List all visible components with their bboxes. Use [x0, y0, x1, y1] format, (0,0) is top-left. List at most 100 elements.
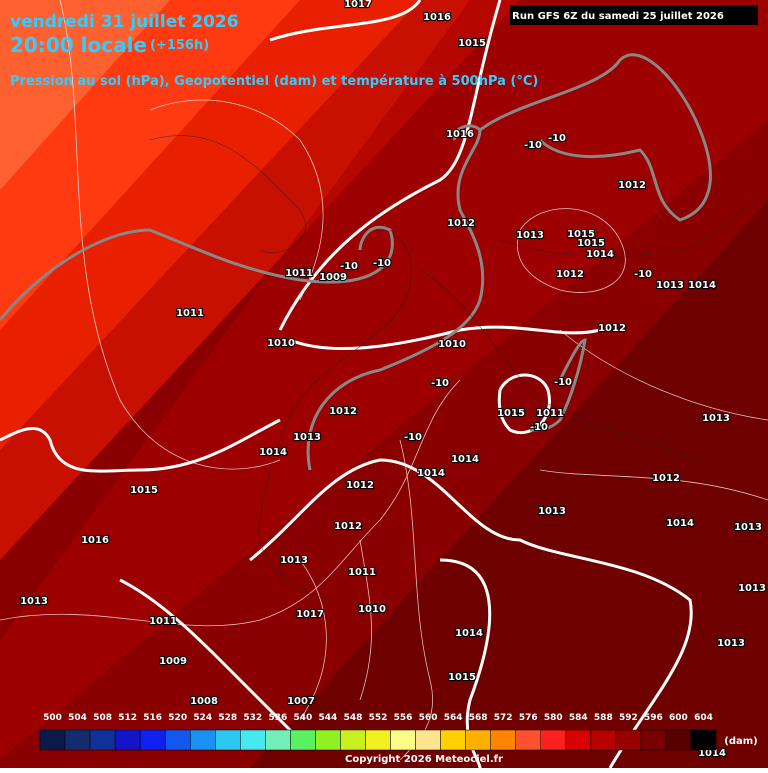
legend-swatch — [515, 729, 541, 751]
isobar-label: 1012 — [346, 480, 374, 491]
isobar-label: 1012 — [447, 218, 475, 229]
legend-swatch — [565, 729, 592, 751]
legend-swatch — [365, 729, 391, 751]
legend-swatch — [615, 729, 642, 751]
legend-label: 536 — [268, 713, 287, 723]
temp-band — [0, 0, 170, 190]
legend-label: 564 — [444, 713, 463, 723]
legend-label: 560 — [419, 713, 438, 723]
isobar-label: 1011 — [149, 616, 177, 627]
legend-label: 520 — [168, 713, 187, 723]
legend-label: 524 — [193, 713, 212, 723]
isobar-label: 1014 — [455, 628, 483, 639]
legend-label: 552 — [369, 713, 388, 723]
legend-swatch — [465, 729, 491, 751]
isobar-label: 1009 — [159, 656, 187, 667]
isobar-label: 1012 — [598, 323, 626, 334]
legend-swatch — [390, 729, 416, 751]
isobar-label: 1015 — [577, 238, 605, 249]
isobar-label: -10 — [404, 432, 422, 443]
isobar-label: 1014 — [451, 454, 479, 465]
legend-label: 504 — [68, 713, 87, 723]
legend-swatch — [290, 729, 316, 751]
isobar-label: 1015 — [130, 485, 158, 496]
legend-label: 540 — [293, 713, 312, 723]
legend-swatch — [265, 729, 291, 751]
legend-label: 500 — [43, 713, 62, 723]
legend-swatch — [139, 729, 166, 751]
isobar-label: 1013 — [516, 230, 544, 241]
run-info: Run GFS 6Z du samedi 25 juillet 2026 — [512, 11, 724, 22]
legend: 500 504 508 512 516 520 524 528 532 536 540 544 548 5… — [39, 713, 717, 751]
isobar-label: 1007 — [287, 696, 315, 707]
isobar-label: 1015 — [497, 408, 525, 419]
legend-swatch — [590, 729, 617, 751]
copyright: Copyright 2026 Meteociel.fr — [345, 754, 503, 765]
thick-isobars — [0, 0, 601, 769]
isobar-label: 1011 — [536, 408, 564, 419]
isobar-label: -10 — [554, 377, 572, 388]
legend-swatch — [690, 729, 717, 751]
isobar-label: 1013 — [280, 555, 308, 566]
isobar-label: 1011 — [285, 268, 313, 279]
legend-label: 596 — [644, 713, 663, 723]
legend-swatch — [415, 729, 441, 751]
isobar-label: 1012 — [618, 180, 646, 191]
isobar-label: 1010 — [438, 339, 466, 350]
legend-label: 556 — [394, 713, 413, 723]
isobar-label: 1013 — [20, 596, 48, 607]
isobar-label: 1017 — [296, 609, 324, 620]
isobar-label: 1014 — [666, 518, 694, 529]
isobar-label: 1011 — [348, 567, 376, 578]
legend-swatch — [315, 729, 341, 751]
legend-label: 544 — [319, 713, 338, 723]
isobar-label: 1008 — [190, 696, 218, 707]
isobar-label: 1016 — [81, 535, 109, 546]
isobar-label: 1013 — [738, 583, 766, 594]
subtitle: Pression au sol (hPa), Geopotentiel (dam… — [10, 74, 538, 89]
isobar-label: -10 — [634, 269, 652, 280]
legend-swatch — [189, 729, 216, 751]
isobar-label: -10 — [373, 258, 391, 269]
isobar-label: 1012 — [329, 406, 357, 417]
isobar-label: 1014 — [688, 280, 716, 291]
legend-unit: (dam) — [724, 736, 757, 747]
legend-label: 532 — [243, 713, 262, 723]
isobar-label: 1013 — [656, 280, 684, 291]
legend-swatch — [240, 729, 266, 751]
isobar-label: -10 — [548, 133, 566, 144]
isobar-label: 1014 — [417, 468, 445, 479]
legend-swatch — [640, 729, 667, 751]
temp-band — [250, 200, 768, 768]
isobar-label: 1013 — [293, 432, 321, 443]
isobar-label: -10 — [340, 261, 358, 272]
isobar-label: 1016 — [423, 12, 451, 23]
legend-swatch — [540, 729, 567, 751]
borders — [149, 135, 768, 601]
isobar-label: 1012 — [556, 269, 584, 280]
isobar-label: 1013 — [734, 522, 762, 533]
isobar-label: 1012 — [652, 473, 680, 484]
isobar-label: -10 — [524, 140, 542, 151]
isobar-label: 1014 — [586, 249, 614, 260]
isobar-label: 1015 — [458, 38, 486, 49]
legend-label: 600 — [669, 713, 688, 723]
legend-label: 588 — [594, 713, 613, 723]
legend-swatch — [665, 729, 692, 751]
isobar-label: 1010 — [358, 604, 386, 615]
legend-swatch — [114, 729, 141, 751]
legend-label: 508 — [93, 713, 112, 723]
isobar-label: 1013 — [702, 413, 730, 424]
isobar-label: 1010 — [267, 338, 295, 349]
isobar-label: 1017 — [344, 0, 372, 10]
legend-label: 604 — [694, 713, 713, 723]
title-time: 20:00 locale — [10, 33, 147, 57]
isobar-label: 1013 — [717, 638, 745, 649]
legend-label: 576 — [519, 713, 538, 723]
legend-swatch — [340, 729, 366, 751]
legend-label: 584 — [569, 713, 588, 723]
legend-label: 568 — [469, 713, 488, 723]
